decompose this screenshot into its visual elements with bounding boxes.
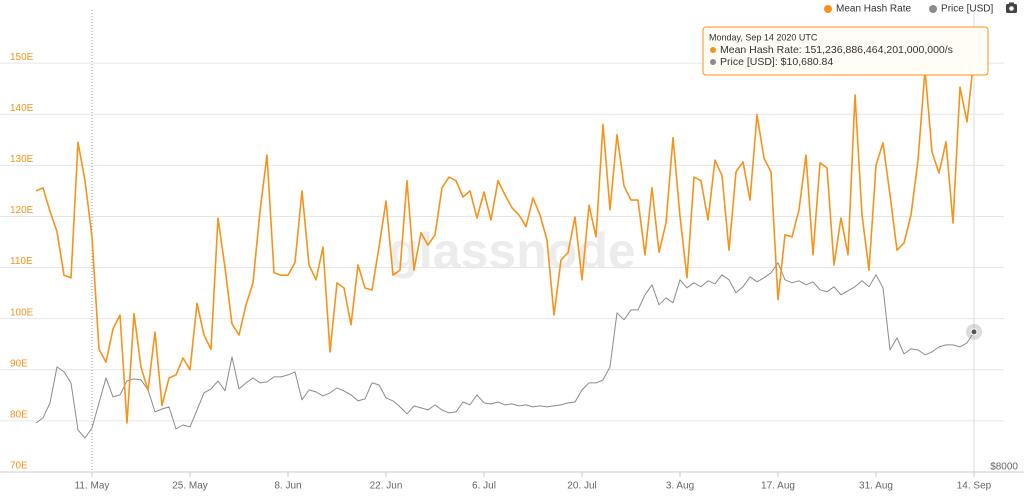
x-tick-label: 25. May (172, 481, 208, 492)
x-tick-label: 22. Jun (370, 481, 403, 492)
tooltip-box (702, 26, 989, 76)
y-tick-label: 80E (10, 410, 28, 421)
x-tick-label: 3. Aug (666, 481, 694, 492)
y-tick-label: 150E (10, 52, 34, 63)
tooltip-line: Price [USD]: $10,680.84 (720, 56, 833, 68)
tooltip-marker (710, 47, 716, 53)
x-tick-label: 6. Jul (472, 481, 496, 492)
legend-label: Mean Hash Rate (836, 4, 911, 15)
y-tick-label: 120E (10, 205, 34, 216)
tooltip: Monday, Sep 14 2020 UTC Mean Hash Rate: 1… (702, 26, 989, 76)
y-tick-label: 140E (10, 103, 34, 114)
hover-point (970, 328, 978, 336)
legend-marker (824, 5, 832, 13)
y-tick-label: 110E (10, 256, 33, 267)
tooltip-line: Mean Hash Rate: 151,236,886,464,201,000,… (720, 44, 953, 56)
watermark: glassnode (388, 223, 635, 279)
y-tick-label: 130E (10, 154, 34, 165)
x-tick-label: 11. May (75, 481, 110, 492)
legend-label: Price [USD] (941, 4, 993, 15)
camera-icon-top (1009, 2, 1014, 6)
export-button[interactable] (1006, 2, 1017, 14)
x-tick-label: 20. Jul (567, 481, 596, 492)
camera-lens (1009, 6, 1014, 11)
tooltip-marker (710, 59, 716, 65)
series-line (35, 56, 975, 424)
x-tick-label: 31. Aug (859, 481, 893, 492)
y-tick-label: 70E (10, 461, 28, 472)
y2-tick-label: $8000 (990, 462, 1018, 473)
y-tick-label: 100E (10, 307, 34, 318)
legend: Mean Hash Rate Price [USD] (824, 4, 994, 15)
x-tick-label: 17. Aug (761, 481, 795, 492)
series-line (35, 262, 975, 439)
tooltip-title: Monday, Sep 14 2020 UTC (709, 32, 818, 42)
legend-marker (929, 5, 938, 13)
x-tick-label: 8. Jun (274, 481, 301, 492)
y-tick-label: 90E (10, 358, 28, 369)
x-tick-label: 14. Sep (957, 481, 992, 492)
